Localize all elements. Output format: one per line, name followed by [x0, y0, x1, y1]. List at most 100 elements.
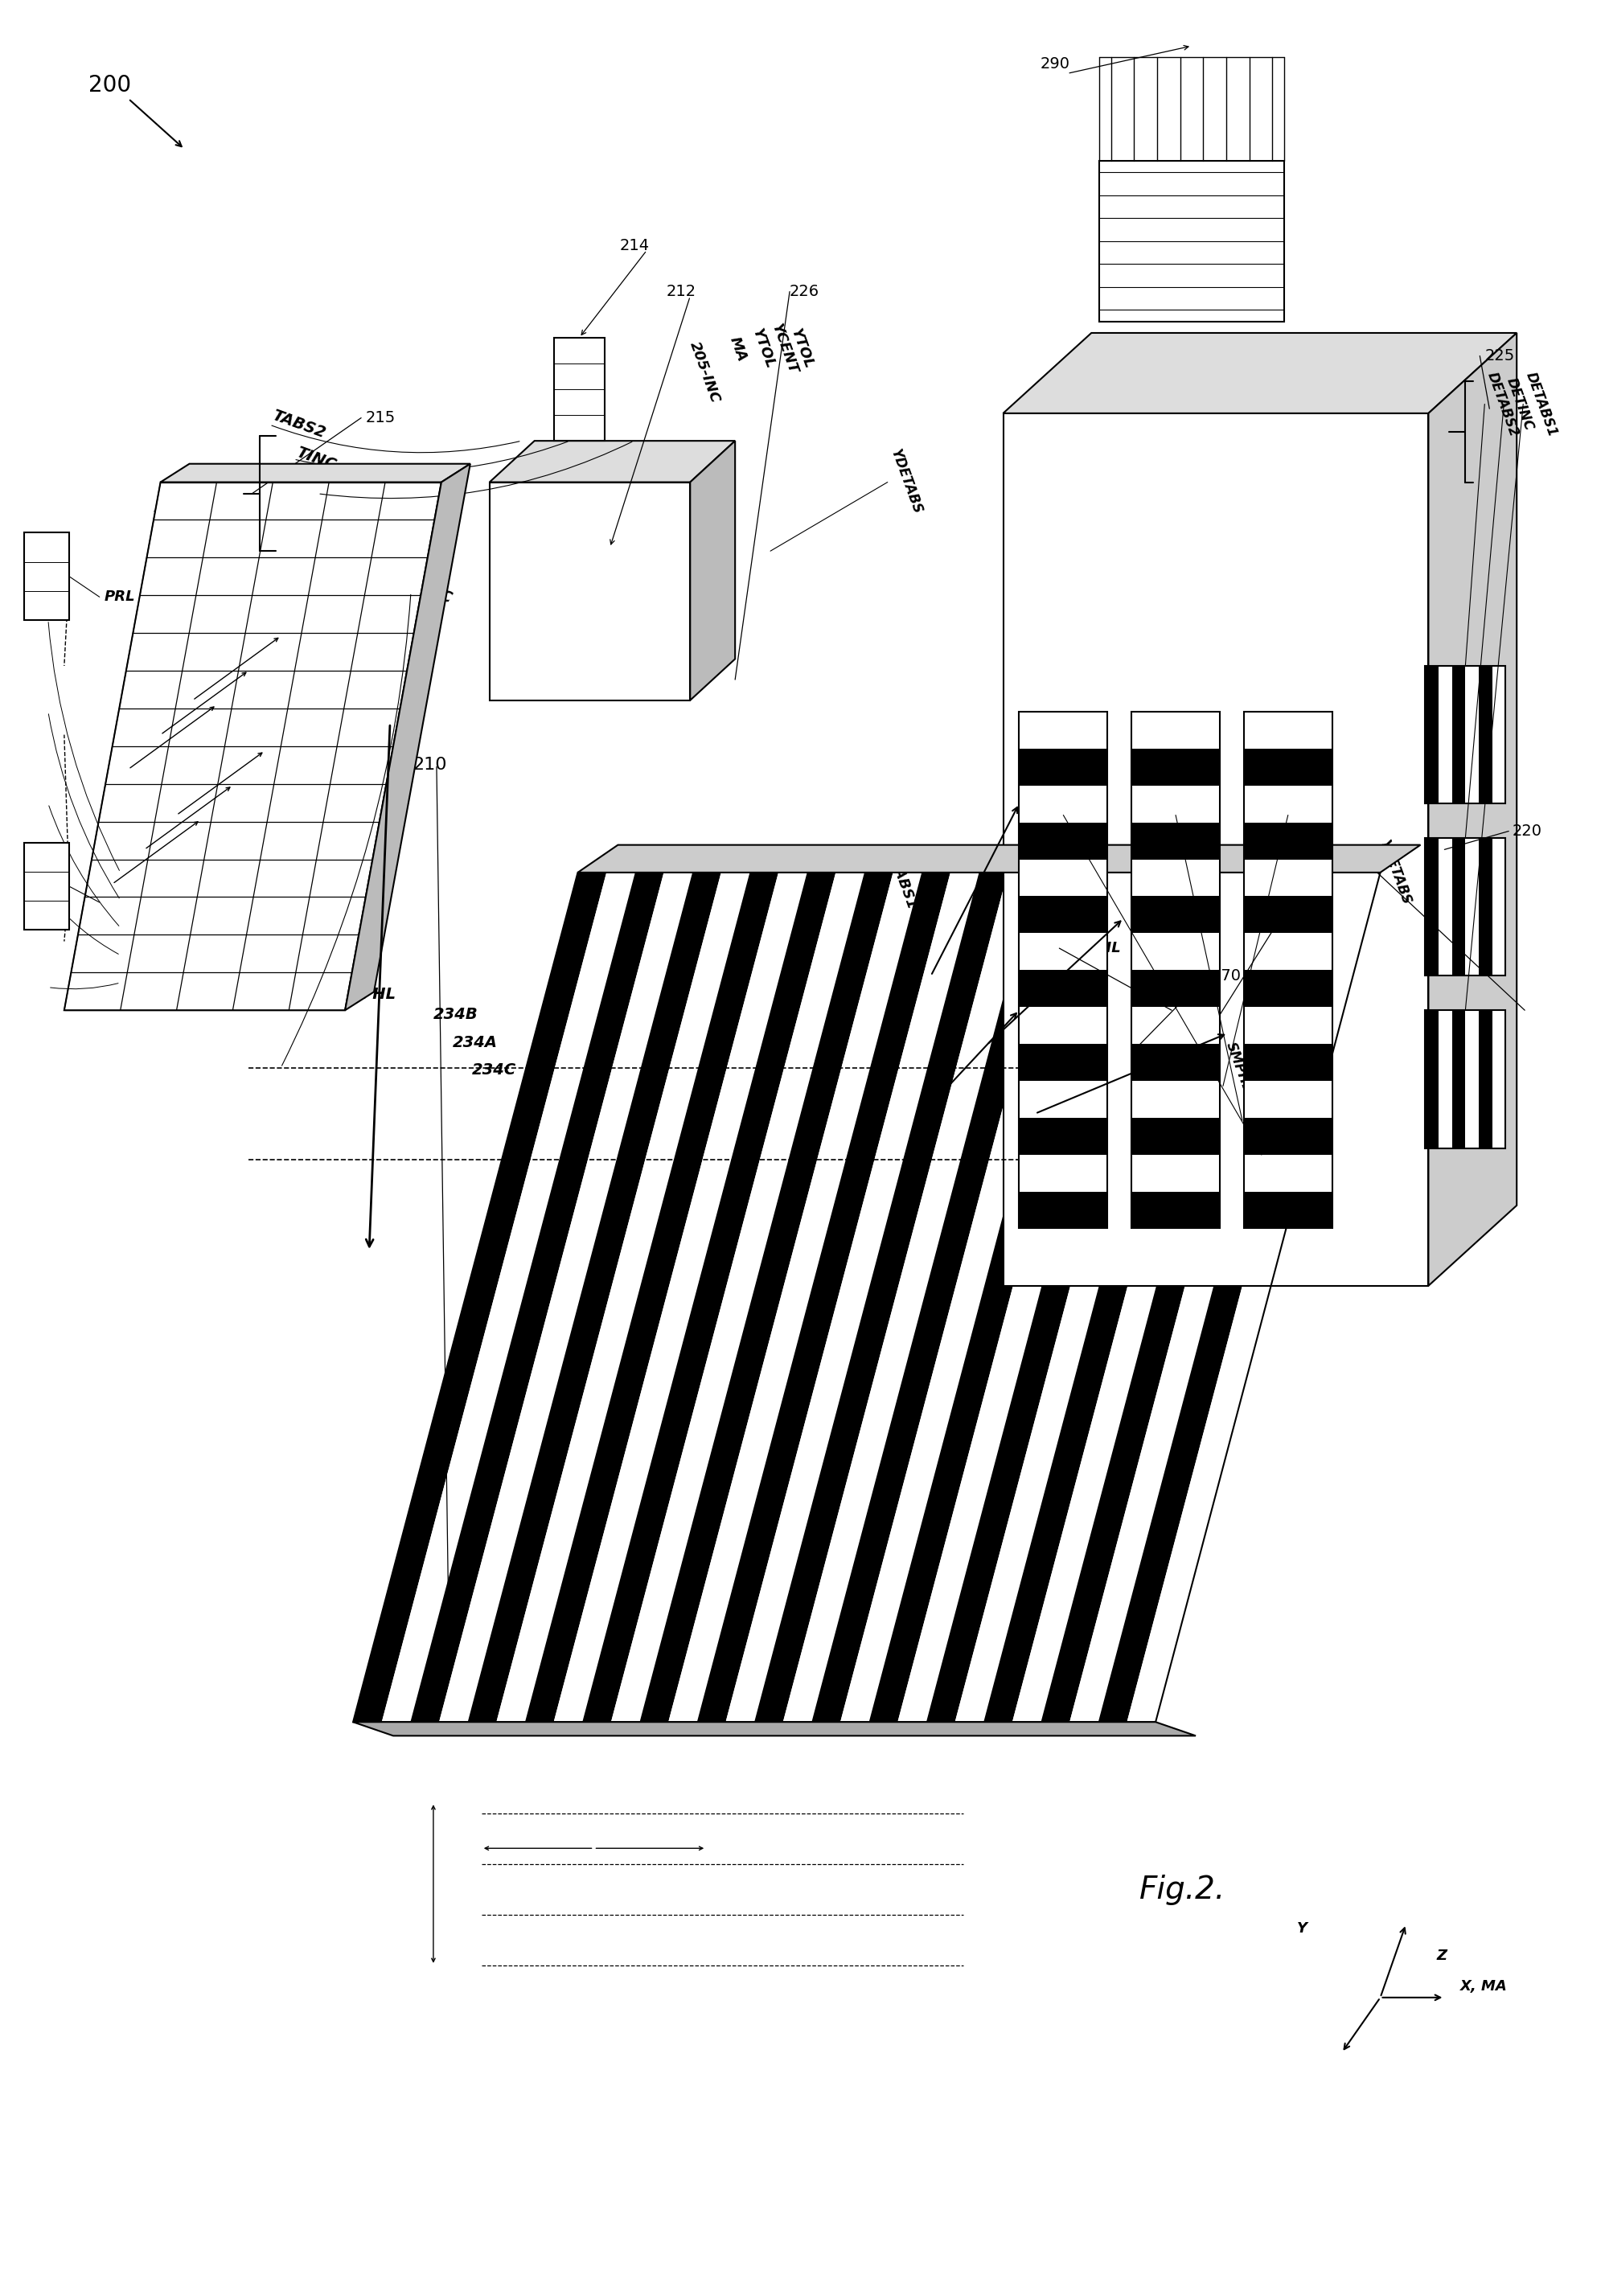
Polygon shape — [926, 872, 1180, 1722]
Polygon shape — [554, 872, 807, 1722]
Polygon shape — [640, 872, 892, 1722]
Polygon shape — [1132, 748, 1220, 785]
Polygon shape — [1019, 1192, 1107, 1228]
Polygon shape — [725, 872, 979, 1722]
Polygon shape — [1019, 1155, 1107, 1192]
Text: 225: 225 — [1485, 349, 1515, 363]
Polygon shape — [525, 872, 778, 1722]
Polygon shape — [1453, 838, 1465, 976]
Text: 210: 210 — [412, 755, 446, 774]
Polygon shape — [1244, 932, 1332, 969]
Polygon shape — [1003, 333, 1517, 413]
Text: 204: 204 — [120, 893, 151, 907]
Polygon shape — [1465, 1010, 1478, 1148]
Polygon shape — [1425, 1010, 1438, 1148]
Text: 260: 260 — [120, 976, 151, 990]
Polygon shape — [1042, 872, 1294, 1722]
Polygon shape — [1132, 1192, 1220, 1228]
Polygon shape — [554, 338, 605, 441]
Polygon shape — [583, 872, 836, 1722]
Polygon shape — [1132, 932, 1220, 969]
Polygon shape — [690, 441, 735, 700]
Text: PHL: PHL — [361, 987, 396, 1001]
Polygon shape — [1244, 1118, 1332, 1155]
Text: 215: 215 — [366, 411, 396, 425]
Polygon shape — [353, 872, 607, 1722]
Polygon shape — [1132, 859, 1220, 895]
Text: 270: 270 — [1212, 969, 1242, 983]
Polygon shape — [24, 843, 69, 930]
Polygon shape — [1019, 932, 1107, 969]
Polygon shape — [1132, 1118, 1220, 1155]
Polygon shape — [1132, 1008, 1220, 1045]
Text: DETABS1: DETABS1 — [1523, 370, 1560, 439]
Polygon shape — [1453, 666, 1465, 804]
Polygon shape — [411, 872, 664, 1722]
Polygon shape — [1244, 859, 1332, 895]
Polygon shape — [897, 872, 1151, 1722]
Polygon shape — [1244, 1081, 1332, 1118]
Polygon shape — [345, 464, 470, 1010]
Text: SMPHLABS1: SMPHLABS1 — [1262, 1109, 1306, 1201]
Polygon shape — [490, 482, 690, 700]
Polygon shape — [1019, 1008, 1107, 1045]
Polygon shape — [812, 872, 1066, 1722]
Text: SMPHLABS2: SMPHLABS2 — [1223, 1040, 1268, 1132]
Text: 220: 220 — [1512, 824, 1542, 838]
Text: SMPHL: SMPHL — [1064, 941, 1120, 955]
Text: 230: 230 — [152, 510, 183, 523]
Text: 234A: 234A — [453, 1035, 498, 1049]
Text: 212: 212 — [666, 285, 697, 298]
Polygon shape — [1438, 1010, 1453, 1148]
Polygon shape — [382, 872, 636, 1722]
Polygon shape — [1019, 1045, 1107, 1081]
Polygon shape — [697, 872, 950, 1722]
Text: 200: 200 — [88, 73, 132, 96]
Polygon shape — [1244, 748, 1332, 785]
Text: X, MA: X, MA — [1461, 1979, 1507, 1993]
Polygon shape — [1132, 822, 1220, 859]
Text: 205-INC: 205-INC — [687, 340, 722, 404]
Polygon shape — [1019, 859, 1107, 895]
Polygon shape — [1493, 1010, 1505, 1148]
Polygon shape — [24, 533, 69, 620]
Polygon shape — [440, 872, 692, 1722]
Text: MA: MA — [727, 335, 750, 363]
Text: Fig.2.: Fig.2. — [1140, 1874, 1226, 1906]
Polygon shape — [841, 872, 1093, 1722]
Text: TABS1: TABS1 — [318, 478, 376, 510]
Text: TABS2: TABS2 — [270, 409, 327, 441]
Polygon shape — [1438, 666, 1453, 804]
Polygon shape — [1098, 872, 1351, 1722]
Polygon shape — [1425, 838, 1438, 976]
Polygon shape — [353, 1722, 1196, 1736]
Polygon shape — [955, 872, 1209, 1722]
Polygon shape — [1003, 413, 1428, 1286]
Text: 234B: 234B — [433, 1008, 478, 1022]
Text: YTOL: YTOL — [788, 326, 815, 372]
Text: DETINC: DETINC — [1504, 377, 1536, 432]
Polygon shape — [1438, 838, 1453, 976]
Text: DETABS2: DETABS2 — [1485, 370, 1522, 439]
Polygon shape — [1493, 838, 1505, 976]
Polygon shape — [1132, 712, 1220, 748]
Polygon shape — [1127, 872, 1380, 1722]
Polygon shape — [1244, 969, 1332, 1008]
Polygon shape — [1244, 1155, 1332, 1192]
Polygon shape — [1425, 666, 1438, 804]
Text: 226: 226 — [790, 285, 820, 298]
Text: YDETABS: YDETABS — [1377, 838, 1414, 907]
Polygon shape — [1019, 712, 1107, 748]
Text: SL: SL — [1281, 918, 1300, 932]
Polygon shape — [1244, 1192, 1332, 1228]
Polygon shape — [1019, 969, 1107, 1008]
Text: 232: 232 — [120, 921, 151, 934]
Polygon shape — [984, 872, 1237, 1722]
Polygon shape — [868, 872, 1122, 1722]
Polygon shape — [496, 872, 750, 1722]
Polygon shape — [1244, 1045, 1332, 1081]
Polygon shape — [1019, 1081, 1107, 1118]
Text: 290: 290 — [1040, 57, 1071, 71]
Text: 205: 205 — [120, 866, 151, 879]
Polygon shape — [578, 845, 1420, 872]
